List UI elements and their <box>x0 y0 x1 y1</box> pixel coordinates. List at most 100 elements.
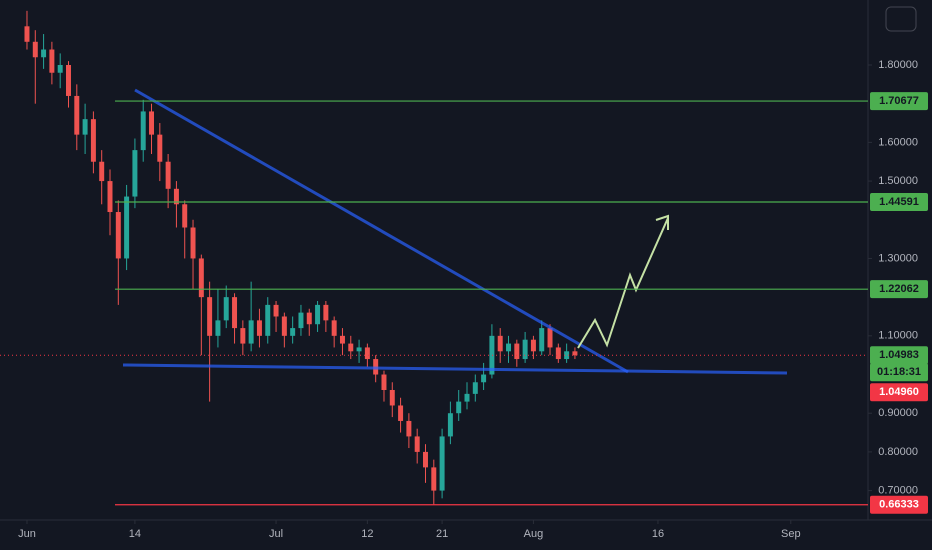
candle-body <box>447 413 453 437</box>
candle-body <box>298 312 304 329</box>
candle-body <box>265 304 271 336</box>
projection-arrow <box>577 217 669 349</box>
bid-price-label-bg <box>870 383 928 402</box>
candle-body <box>339 335 345 344</box>
candle-body <box>356 347 362 352</box>
candle-body <box>472 382 478 394</box>
y-tick-label: 1.60000 <box>878 136 918 148</box>
last-price-label: 1.04983 <box>879 349 919 361</box>
x-tick-label: 14 <box>129 528 141 540</box>
candle-body <box>215 320 221 336</box>
candle-body <box>547 328 553 348</box>
candle-body <box>248 320 254 344</box>
candle-body <box>281 316 287 336</box>
candle-body <box>90 119 96 162</box>
candle-body <box>41 49 47 58</box>
candle-body <box>99 161 105 182</box>
support-line <box>122 363 788 375</box>
candle-body <box>564 351 570 360</box>
candle-body <box>57 65 63 73</box>
arrow-head <box>655 214 669 230</box>
candle-body <box>331 320 337 336</box>
y-tick-label: 0.90000 <box>878 407 918 419</box>
candle-body <box>381 374 387 390</box>
candle-body <box>306 312 312 325</box>
candle-body <box>530 339 536 352</box>
candle-body <box>149 111 155 135</box>
candle-body <box>514 343 520 360</box>
overlay: 1.80000 1.60000 1.50000 1.30000 1.10000 0.900… <box>0 59 928 540</box>
drawings <box>122 88 788 375</box>
candle-body <box>439 436 445 491</box>
level-label: 0.66333 <box>879 499 919 511</box>
candle-body <box>414 436 420 452</box>
candle-body <box>489 335 495 375</box>
candle-body <box>190 227 196 259</box>
candle-body <box>464 393 470 402</box>
y-tick-label: 1.80000 <box>878 59 918 71</box>
x-tick-label: Jun <box>18 528 36 540</box>
x-tick-label: Jul <box>269 528 283 540</box>
candle-body <box>232 297 238 329</box>
candle-body <box>49 49 55 73</box>
x-tick-label: 16 <box>652 528 664 540</box>
y-tick-label: 1.50000 <box>878 175 918 187</box>
x-tick-label: Aug <box>524 528 544 540</box>
candle-body <box>481 374 487 383</box>
candle-body <box>539 328 545 352</box>
candle-body <box>107 181 113 213</box>
x-tick-label: 21 <box>436 528 448 540</box>
candle-body <box>165 161 171 189</box>
candle-body <box>132 150 138 197</box>
candle-body <box>66 65 71 96</box>
candle-body <box>364 347 370 360</box>
candle-body <box>173 188 179 205</box>
candle-body <box>406 420 412 437</box>
candle-body <box>422 451 428 468</box>
candle-body <box>240 328 246 344</box>
candle-body <box>256 320 262 336</box>
candle-body <box>157 134 163 162</box>
candle-body <box>74 95 80 135</box>
y-tick-label: 1.10000 <box>878 330 918 342</box>
trend-line <box>134 88 629 374</box>
candle-body <box>522 339 528 360</box>
candle-body <box>315 304 321 325</box>
level-label-bg <box>870 495 928 514</box>
candle-body <box>572 351 578 356</box>
candle-body <box>24 26 30 42</box>
candle-body <box>290 328 296 336</box>
candle-body <box>273 304 279 317</box>
last-price-label-bg <box>870 346 928 365</box>
candle-body <box>389 390 395 406</box>
y-tick-label: 0.80000 <box>878 446 918 458</box>
candle-body <box>398 405 404 421</box>
countdown-label: 01:18:31 <box>877 366 921 378</box>
y-tick-label: 0.70000 <box>878 485 918 497</box>
candle-body <box>198 258 204 298</box>
candle-body <box>207 297 213 336</box>
level-label: 1.44591 <box>879 196 919 208</box>
candle-body <box>497 335 503 352</box>
level-label: 1.70677 <box>879 95 919 107</box>
candle-body <box>115 212 121 259</box>
candle-body <box>348 343 354 352</box>
settings-button[interactable] <box>885 6 917 32</box>
level-label-bg <box>870 92 928 111</box>
candle-body <box>82 119 88 135</box>
candle-body <box>223 297 229 321</box>
marks <box>24 10 578 505</box>
candle-body <box>32 41 38 58</box>
candle-body <box>140 111 146 151</box>
level-label-bg <box>870 192 928 211</box>
candle-body <box>431 467 437 491</box>
candle-body <box>555 347 561 360</box>
candle-body <box>182 204 188 228</box>
candle-body <box>456 401 462 414</box>
countdown-label-bg <box>870 363 928 382</box>
x-tick-label: Sep <box>781 528 801 540</box>
level-label: 1.22062 <box>879 283 919 295</box>
candle-body <box>506 343 512 352</box>
